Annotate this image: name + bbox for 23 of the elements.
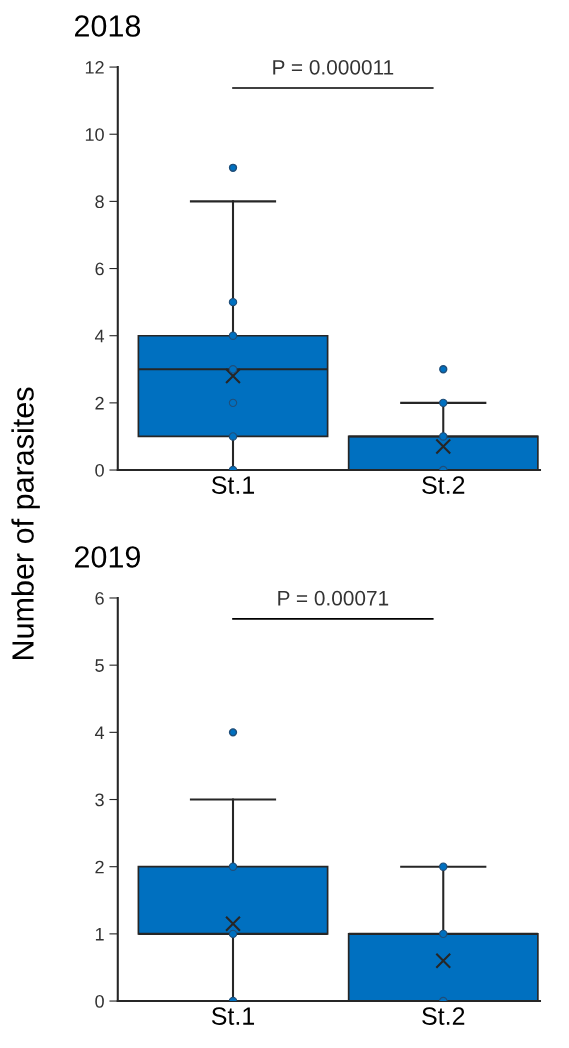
y-tick-label: 6 bbox=[95, 262, 104, 276]
chart-title: 2018 bbox=[74, 15, 141, 37]
annotation: P = 0.00071 bbox=[278, 590, 389, 606]
chart-title: 2019 bbox=[74, 546, 140, 568]
y-tick-label: 5 bbox=[95, 659, 104, 672]
x-tick-label: St.2 bbox=[422, 476, 465, 494]
y-tick-label: 4 bbox=[94, 726, 105, 739]
y-tick-label: 6 bbox=[95, 591, 104, 605]
y-tick-label: 12 bbox=[85, 61, 104, 74]
y-tick-label: 0 bbox=[95, 463, 104, 477]
x-tick-label: St.1 bbox=[211, 1007, 255, 1025]
y-axis-title: Number of parasites bbox=[11, 387, 40, 660]
x-tick-label: St.2 bbox=[422, 1007, 465, 1025]
x-tick-label: St.1 bbox=[211, 476, 255, 494]
y-tick-label: 8 bbox=[95, 195, 104, 209]
y-tick-label: 4 bbox=[94, 329, 105, 343]
y-tick-label: 10 bbox=[85, 128, 104, 141]
y-tick-label: 3 bbox=[95, 793, 104, 807]
y-tick-label: 2 bbox=[95, 860, 104, 874]
y-tick-label: 2 bbox=[95, 396, 104, 410]
y-tick-label: 0 bbox=[95, 994, 104, 1008]
annotation: P = 0.000011 bbox=[273, 59, 394, 75]
y-tick-label: 1 bbox=[95, 927, 104, 941]
